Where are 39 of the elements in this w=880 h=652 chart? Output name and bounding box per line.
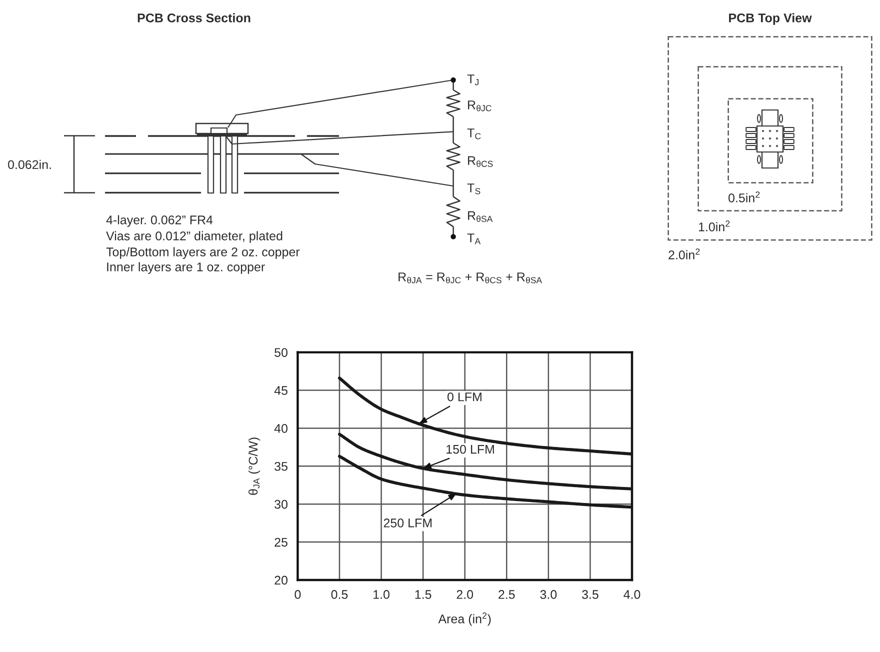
x-tick-label: 4.0 [624, 590, 640, 599]
text: R$_{θJC}$ [468, 100, 492, 112]
y-tick-label: 30 [274, 500, 288, 509]
y-tick-label: 35 [274, 462, 288, 471]
text: 1.0in$^{2}$ [698, 220, 730, 232]
annotation: 150 LFM [446, 444, 494, 454]
text: Vias are 0.012” diameter, plated [106, 231, 282, 243]
annotation: 250 LFM [384, 518, 432, 528]
x-tick-label: 1.5 [415, 590, 432, 599]
text: 4-layer. 0.062” FR4 [106, 215, 213, 227]
y-tick-label: 25 [274, 538, 288, 547]
y-tick-label: 45 [274, 386, 288, 395]
x-tick-label: 0.5 [331, 590, 348, 599]
x-tick-label: 2.0 [456, 590, 474, 599]
text: T$_{C}$ [467, 128, 481, 140]
text: T$_{A}$ [467, 234, 481, 244]
text: 0.062in. [8, 160, 51, 170]
text: 0.5in$^{2}$ [728, 191, 760, 202]
text: R$_{θCS}$ [468, 156, 493, 167]
x-tick-label: 0 [294, 590, 301, 599]
y-tick-label: 20 [274, 576, 288, 585]
y-axis-title: θ$_{JA}$ (°C/W) [248, 438, 260, 495]
x-tick-label: 3.0 [540, 590, 557, 599]
text: T$_{S}$ [467, 184, 480, 194]
text: R$_{θSA}$ [468, 211, 493, 222]
x-tick-label: 3.5 [582, 590, 598, 599]
x-tick-label: 2.5 [498, 590, 515, 599]
text: Top/Bottom layers are 2 oz. copper [106, 247, 300, 259]
y-tick-label: 40 [274, 424, 288, 433]
text: PCB Top View [729, 13, 812, 25]
text: R$_{θJA}$ = R$_{θJC}$ + R$_{θCS}$ + R$_{θSA}$ [398, 272, 542, 284]
y-tick-label: 50 [274, 348, 288, 357]
text: PCB Cross Section [138, 13, 250, 22]
annotation: 0 LFM [447, 392, 482, 402]
text: T$_{J}$ [467, 74, 478, 86]
text: 2.0in$^{2}$ [668, 248, 700, 260]
text: Inner layers are 1 oz. copper [107, 262, 265, 274]
x-tick-label: 1.0 [374, 590, 390, 599]
x-axis-title: Area (in$^{2}$) [438, 612, 491, 626]
